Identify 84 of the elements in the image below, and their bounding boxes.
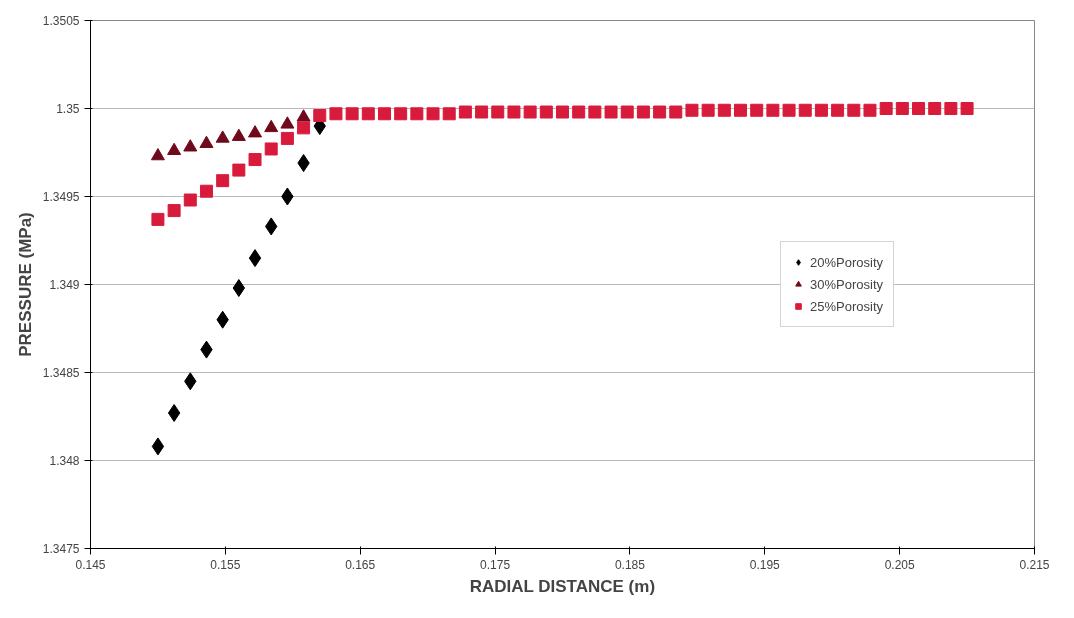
point <box>151 437 165 456</box>
point <box>653 105 667 119</box>
x-tick-label: 0.165 <box>345 557 376 572</box>
x-tick-label: 0.215 <box>1019 557 1050 572</box>
point <box>296 109 311 122</box>
point <box>280 131 294 145</box>
point <box>442 107 456 121</box>
point <box>620 105 634 119</box>
point <box>701 103 715 117</box>
point <box>912 102 926 115</box>
point <box>248 125 263 138</box>
legend-label: 20%Porosity <box>810 254 883 270</box>
y-tick-label: 1.348 <box>49 454 80 468</box>
point <box>831 103 845 117</box>
point <box>394 107 408 121</box>
point <box>150 148 165 161</box>
point <box>199 184 213 198</box>
point <box>216 174 230 188</box>
x-tick-label: 0.175 <box>480 557 511 572</box>
point <box>361 107 375 121</box>
point <box>556 105 569 119</box>
point <box>297 121 311 135</box>
point <box>183 139 198 152</box>
point <box>199 135 214 148</box>
point <box>636 105 650 119</box>
point <box>523 105 537 119</box>
point <box>863 103 877 117</box>
point <box>847 103 861 117</box>
y-tick-label: 1.35 <box>56 102 80 116</box>
y-tick-label: 1.3505 <box>42 14 80 28</box>
point <box>814 103 828 117</box>
point <box>151 212 165 226</box>
point <box>507 105 521 119</box>
y-tick-label: 1.3495 <box>42 190 80 204</box>
point <box>329 107 343 121</box>
x-tick-label: 0.155 <box>210 557 241 572</box>
point <box>879 102 893 115</box>
point <box>604 105 618 119</box>
point <box>183 193 197 207</box>
point <box>410 107 424 121</box>
point <box>377 107 391 121</box>
point <box>167 204 181 218</box>
point <box>766 103 780 117</box>
point <box>734 103 748 117</box>
point <box>264 142 278 156</box>
point <box>717 103 731 117</box>
point <box>588 105 602 119</box>
point <box>928 102 942 115</box>
y-tick-label: 1.3475 <box>42 542 80 556</box>
x-axis-title: RADIAL DISTANCE (m) <box>469 576 656 596</box>
point <box>895 102 909 115</box>
legend-label: 30%Porosity <box>810 276 883 292</box>
point <box>313 109 327 123</box>
y-tick-label: 1.349 <box>49 278 80 292</box>
point <box>215 130 230 143</box>
x-tick-label: 0.145 <box>75 557 106 572</box>
point <box>231 128 246 141</box>
point <box>232 279 246 298</box>
point <box>232 163 246 177</box>
point <box>960 102 974 115</box>
legend-label: 25%Porosity <box>810 298 883 314</box>
point <box>426 107 440 121</box>
x-tick-label: 0.185 <box>614 557 646 572</box>
y-tick-label: 1.3485 <box>42 366 80 380</box>
point <box>264 119 279 133</box>
point <box>167 403 181 422</box>
point <box>248 249 262 268</box>
point <box>539 105 553 119</box>
x-tick-label: 0.195 <box>749 557 781 572</box>
point <box>248 153 262 167</box>
point <box>280 116 295 129</box>
x-tick-label: 0.205 <box>884 557 915 572</box>
point <box>345 107 359 121</box>
point <box>750 103 764 117</box>
point <box>475 105 489 119</box>
point <box>798 103 812 117</box>
y-axis-title: PRESSURE (MPa) <box>15 212 35 357</box>
point <box>669 105 683 119</box>
point <box>944 102 958 115</box>
point <box>458 105 472 119</box>
point <box>491 105 505 119</box>
point <box>572 105 586 119</box>
point <box>782 103 796 117</box>
point <box>685 103 699 117</box>
